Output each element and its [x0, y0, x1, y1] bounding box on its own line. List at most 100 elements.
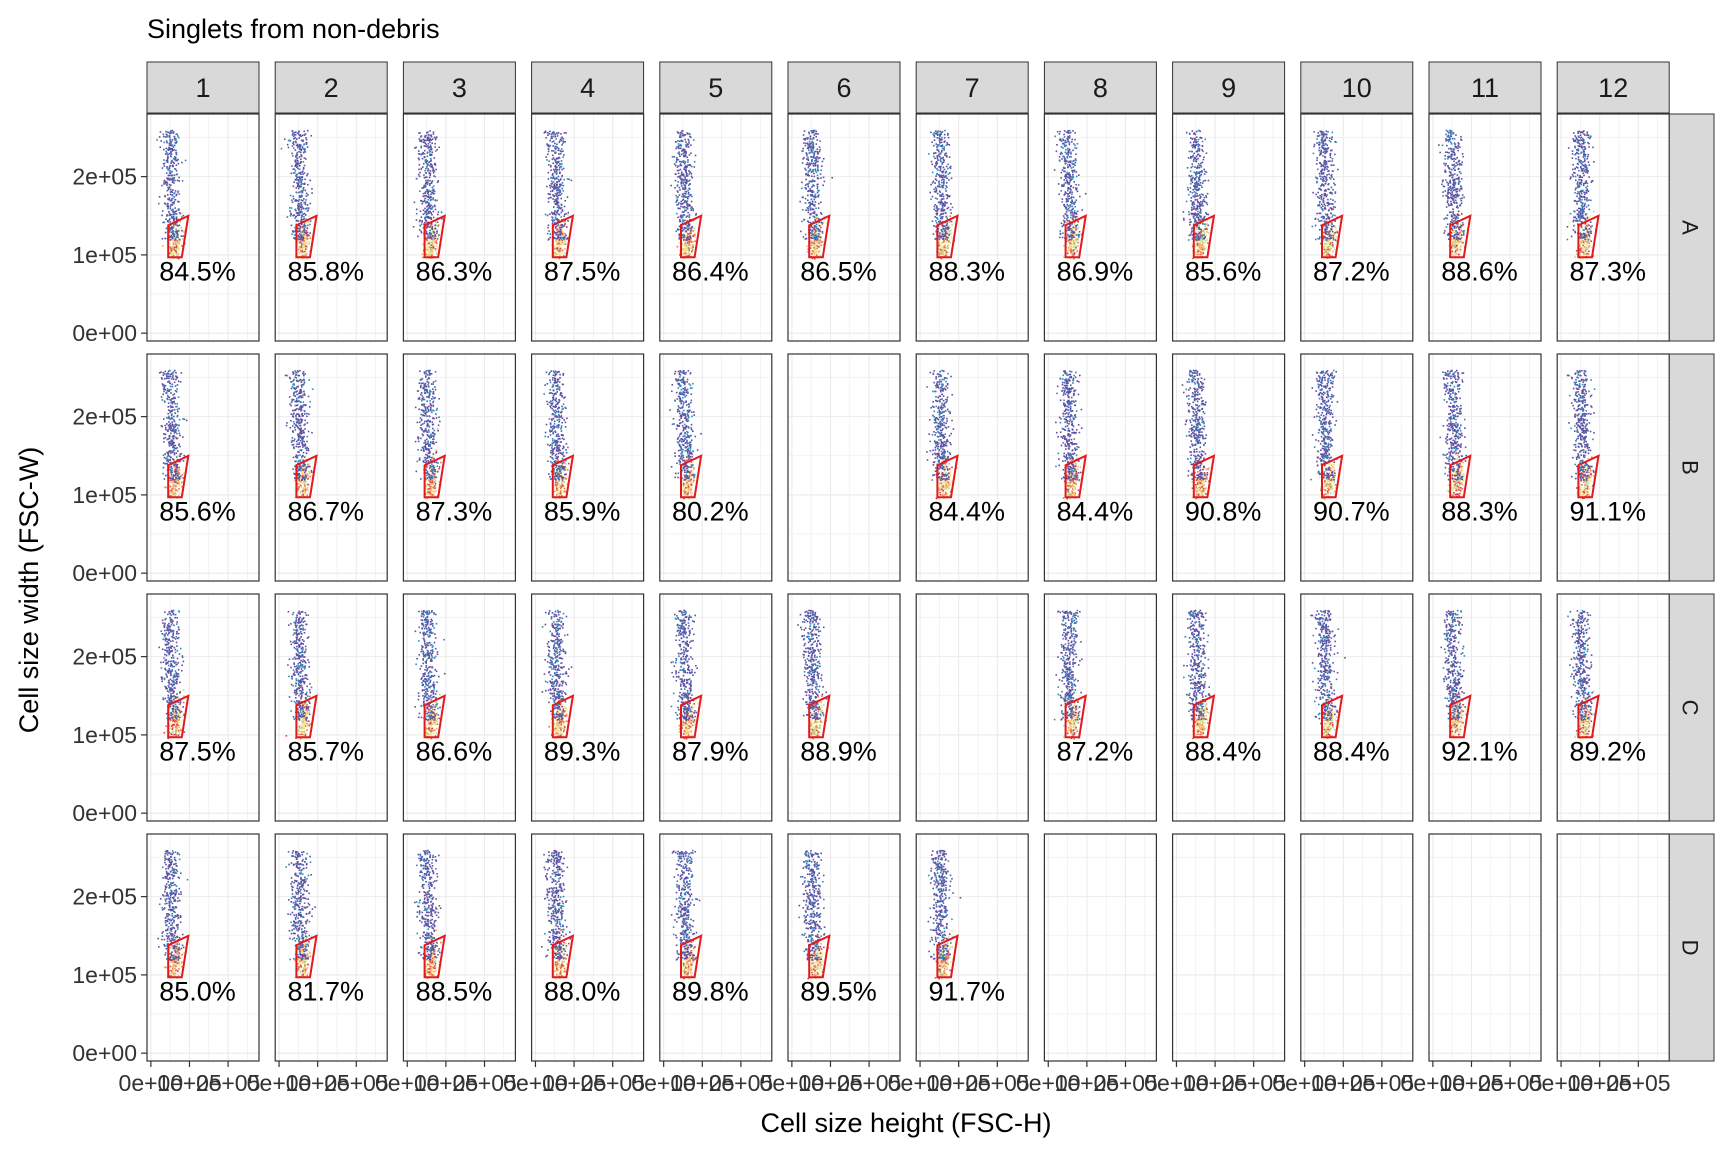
data-point [1194, 236, 1196, 239]
data-point [673, 163, 676, 165]
data-point [811, 194, 814, 197]
data-point [412, 226, 415, 228]
data-point [809, 207, 812, 209]
data-point [682, 187, 684, 189]
data-point [300, 219, 303, 221]
data-point [301, 233, 303, 236]
data-point [172, 246, 175, 249]
data-point [1200, 240, 1202, 242]
data-point [428, 161, 430, 163]
data-point [556, 202, 558, 204]
data-point [298, 150, 300, 153]
data-point [688, 216, 691, 218]
data-point [1075, 153, 1077, 155]
data-point [1073, 210, 1076, 212]
data-point [428, 216, 431, 219]
data-point [431, 206, 434, 208]
data-point [172, 213, 174, 216]
data-point [1200, 251, 1202, 254]
data-point [1065, 229, 1068, 232]
data-point [1196, 176, 1198, 178]
data-point [1196, 240, 1198, 242]
data-point [164, 136, 167, 138]
data-point [435, 244, 438, 247]
data-point [1064, 141, 1066, 144]
data-point [807, 159, 810, 162]
data-point [561, 230, 563, 232]
data-point [1070, 216, 1072, 219]
data-point [812, 212, 814, 214]
data-point [942, 185, 944, 187]
data-point [943, 228, 945, 230]
data-point [167, 178, 169, 181]
data-point [1074, 240, 1076, 243]
data-point [809, 138, 812, 140]
data-point [547, 224, 550, 227]
data-point [947, 195, 949, 198]
data-point [1067, 187, 1070, 190]
data-point [1064, 170, 1066, 173]
data-point [690, 172, 693, 175]
data-point [816, 187, 819, 190]
data-point [568, 178, 570, 181]
data-point [304, 245, 307, 247]
data-point [426, 239, 428, 241]
data-point [426, 236, 429, 239]
data-point [549, 165, 552, 168]
data-point [554, 187, 556, 190]
data-point [553, 230, 555, 233]
data-point [1063, 144, 1066, 146]
data-point [419, 190, 421, 193]
data-point [433, 190, 435, 192]
data-point [1188, 193, 1190, 196]
data-point [563, 238, 565, 240]
data-point [935, 217, 938, 219]
data-point [436, 217, 439, 219]
data-point [680, 185, 683, 187]
data-point [1067, 164, 1069, 166]
data-point [801, 150, 804, 152]
data-point [560, 150, 562, 153]
panel-border [659, 113, 773, 342]
data-point [945, 193, 948, 196]
data-point [1075, 237, 1078, 240]
data-point [557, 251, 560, 254]
data-point [810, 148, 812, 150]
data-point [682, 160, 685, 162]
data-point [168, 186, 171, 189]
data-point [1191, 144, 1193, 147]
data-point [683, 168, 685, 170]
data-point [301, 257, 304, 260]
data-point [298, 234, 301, 237]
data-point [1193, 191, 1196, 193]
data-point [937, 208, 940, 210]
data-point [163, 141, 166, 144]
data-point [297, 145, 300, 147]
data-point [1194, 147, 1196, 149]
data-point [1068, 143, 1071, 146]
data-point [940, 200, 943, 203]
data-point [299, 179, 302, 182]
data-point [434, 199, 436, 201]
data-point [1196, 221, 1198, 224]
data-point [813, 151, 816, 153]
data-point [1066, 173, 1068, 176]
data-point [940, 208, 943, 210]
data-point [815, 133, 817, 135]
data-point [299, 196, 301, 198]
data-point [811, 237, 813, 239]
data-point [1063, 130, 1066, 132]
data-point [301, 234, 303, 237]
data-point [170, 184, 172, 187]
data-point [301, 243, 303, 245]
data-point [681, 134, 684, 137]
data-point [1191, 238, 1194, 240]
data-point [429, 138, 432, 140]
data-point [425, 176, 428, 178]
data-point [941, 246, 944, 249]
data-point [431, 191, 433, 194]
data-point [307, 207, 310, 209]
data-point [166, 135, 169, 137]
data-point [933, 225, 935, 227]
data-point [547, 178, 550, 180]
